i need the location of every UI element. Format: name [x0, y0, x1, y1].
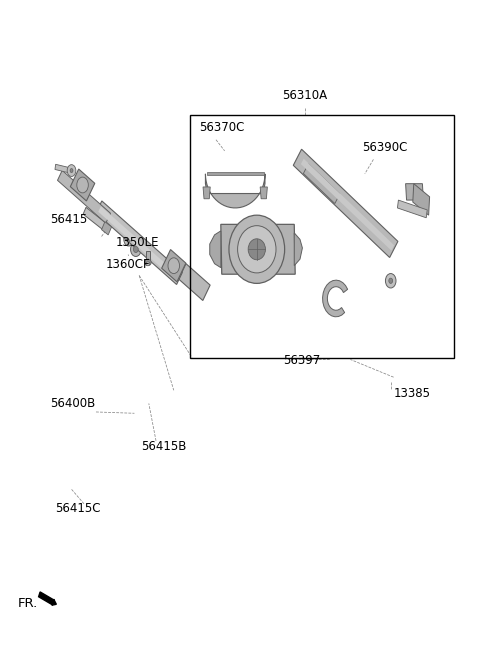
Ellipse shape: [385, 274, 396, 288]
Text: FR.: FR.: [18, 597, 38, 610]
Polygon shape: [207, 172, 264, 175]
Polygon shape: [96, 201, 182, 285]
Text: 56415: 56415: [50, 213, 88, 226]
Text: 13385: 13385: [394, 387, 431, 400]
Text: 1350LE: 1350LE: [115, 236, 159, 249]
Ellipse shape: [70, 169, 73, 173]
Polygon shape: [260, 187, 267, 199]
Polygon shape: [58, 171, 110, 223]
Ellipse shape: [248, 239, 265, 260]
Text: 56310A: 56310A: [282, 89, 327, 102]
Polygon shape: [293, 149, 398, 258]
Polygon shape: [294, 233, 302, 266]
Text: 56400B: 56400B: [50, 397, 96, 410]
Text: 56370C: 56370C: [199, 121, 245, 134]
Polygon shape: [323, 280, 348, 317]
Polygon shape: [179, 264, 210, 300]
Polygon shape: [98, 206, 175, 278]
Ellipse shape: [144, 259, 151, 266]
Ellipse shape: [146, 262, 150, 266]
Ellipse shape: [131, 242, 141, 256]
Polygon shape: [303, 164, 340, 203]
Polygon shape: [203, 187, 210, 199]
FancyArrow shape: [38, 592, 56, 605]
Polygon shape: [406, 184, 423, 200]
Ellipse shape: [67, 165, 76, 176]
Ellipse shape: [168, 258, 180, 274]
Ellipse shape: [389, 278, 393, 283]
Text: 1360CF: 1360CF: [106, 258, 150, 271]
Ellipse shape: [124, 233, 133, 246]
Polygon shape: [221, 224, 295, 274]
Polygon shape: [102, 222, 111, 235]
Polygon shape: [210, 231, 221, 268]
Text: 56390C: 56390C: [362, 141, 408, 154]
Text: 56397: 56397: [283, 354, 321, 367]
Polygon shape: [55, 164, 70, 173]
Ellipse shape: [127, 237, 131, 242]
Ellipse shape: [133, 246, 138, 253]
Polygon shape: [83, 207, 109, 232]
Polygon shape: [413, 184, 430, 215]
Polygon shape: [71, 169, 95, 201]
Polygon shape: [146, 251, 150, 262]
Ellipse shape: [229, 215, 285, 283]
Ellipse shape: [77, 177, 88, 193]
Text: 56415C: 56415C: [55, 502, 101, 515]
Polygon shape: [162, 249, 186, 282]
Bar: [190, 115, 454, 358]
Text: 56415B: 56415B: [142, 440, 187, 453]
Ellipse shape: [238, 226, 276, 273]
Polygon shape: [205, 174, 265, 208]
Polygon shape: [301, 159, 394, 251]
Polygon shape: [397, 200, 427, 218]
